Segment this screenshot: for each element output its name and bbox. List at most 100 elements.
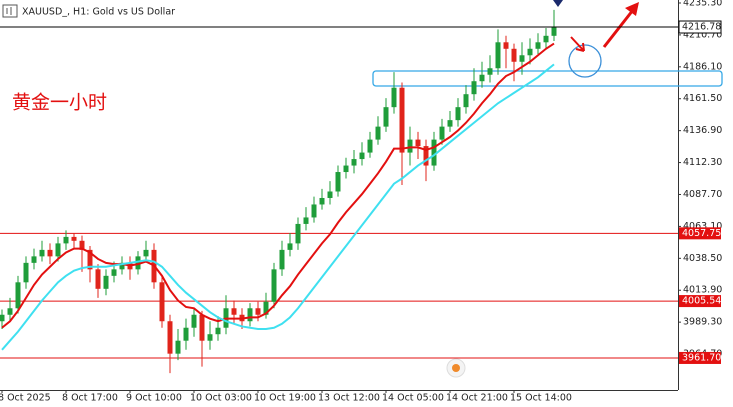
candle-body — [423, 146, 429, 166]
candle-body — [383, 107, 389, 127]
arrow — [570, 36, 585, 52]
y-tick-label: 4210.70 — [683, 29, 722, 40]
level-label-box — [679, 295, 721, 308]
level-label-box — [679, 351, 721, 364]
candle-body — [39, 249, 45, 257]
y-tick-label: 4063.10 — [683, 221, 722, 232]
candle-body — [143, 249, 149, 257]
app-badge-dot — [452, 364, 460, 372]
candle-body — [247, 308, 253, 322]
arrow-head — [625, 2, 639, 16]
y-tick-label: 4235.30 — [683, 0, 722, 8]
candle-body — [279, 249, 285, 270]
candle-body — [263, 301, 269, 315]
level-label-box — [679, 227, 721, 240]
candle-body — [71, 236, 77, 241]
candle-body — [415, 139, 421, 147]
x-tick-label: 15 Oct 14:00 — [510, 393, 572, 404]
candle-body — [327, 191, 333, 198]
candle-body — [359, 152, 365, 160]
candle-body — [207, 334, 213, 341]
x-tick-label: 9 Oct 10:00 — [126, 393, 182, 404]
y-tick-label: 4136.90 — [683, 125, 722, 136]
candle-body — [447, 120, 453, 127]
level-label: 4057.75 — [682, 228, 721, 239]
candle-body — [551, 27, 557, 36]
candle-body — [215, 327, 221, 335]
x-tick-label: 8 Oct 17:00 — [62, 393, 118, 404]
candle-body — [103, 275, 109, 289]
candle-body — [351, 159, 357, 166]
candle-body — [303, 217, 309, 224]
candle-body — [455, 107, 461, 121]
level-label: 4005.54 — [682, 296, 721, 307]
x-tick-label: 10 Oct 03:00 — [190, 393, 252, 404]
last-price-label: 4216.78 — [682, 22, 721, 33]
price-marker — [553, 0, 563, 7]
candle-body — [31, 256, 37, 263]
candle-body — [135, 256, 141, 270]
candle-body — [343, 165, 349, 173]
y-tick-label: 3989.30 — [683, 317, 722, 328]
candle-body — [535, 42, 541, 49]
moving-average — [1, 42, 555, 329]
symbol-icon — [2, 4, 18, 18]
y-tick-label: 4112.30 — [683, 157, 722, 168]
candle-body — [463, 94, 469, 108]
candle-body — [167, 321, 173, 354]
x-tick-label: 8 Oct 2025 — [0, 393, 51, 404]
candle-body — [191, 314, 197, 328]
candle-body — [231, 308, 237, 315]
candle-body — [119, 262, 125, 270]
x-tick-label: 13 Oct 12:00 — [318, 393, 380, 404]
candle-body — [111, 269, 117, 276]
candle-body — [311, 204, 317, 218]
candle-body — [471, 81, 477, 95]
candle-body — [519, 55, 525, 62]
candle-body — [79, 240, 85, 250]
candle-body — [0, 314, 5, 322]
candle-body — [375, 126, 381, 140]
candle-body — [431, 139, 437, 166]
circle-marker — [568, 44, 602, 78]
candle-body — [7, 308, 13, 315]
zone-box — [372, 70, 723, 87]
candle-body — [47, 249, 53, 257]
candle-body — [175, 340, 181, 354]
candle-body — [295, 223, 301, 244]
candle-body — [23, 262, 29, 283]
moving-average — [1, 63, 555, 351]
candle-body — [199, 314, 205, 341]
candle-body — [503, 42, 509, 49]
candle-body — [95, 269, 101, 289]
candle-body — [183, 327, 189, 341]
y-tick-label: 4087.70 — [683, 189, 722, 200]
candle-body — [367, 139, 373, 153]
y-tick-label: 4013.90 — [683, 285, 722, 296]
candle-body — [511, 48, 517, 62]
x-tick-label: 10 Oct 19:00 — [254, 393, 316, 404]
annotation: 黄金一小时 — [12, 92, 107, 114]
x-tick-label: 14 Oct 21:00 — [446, 393, 508, 404]
candle-body — [15, 282, 21, 309]
candle-body — [287, 243, 293, 250]
icon-frame — [2, 4, 18, 18]
y-tick-label: 4161.50 — [683, 93, 722, 104]
candle-body — [271, 269, 277, 302]
candle-body — [55, 243, 61, 257]
y-tick-label: 4038.50 — [683, 253, 722, 264]
candle-body — [543, 35, 549, 43]
candle-body — [407, 139, 413, 153]
candle-body — [439, 126, 445, 140]
candle-body — [495, 42, 501, 69]
arrow — [602, 9, 635, 48]
candle-body — [87, 249, 93, 270]
candle-body — [255, 308, 261, 315]
candle-body — [63, 236, 69, 244]
candle-body — [335, 172, 341, 192]
x-tick-label: 14 Oct 05:00 — [382, 393, 444, 404]
candle-body — [527, 48, 533, 56]
candle-body — [391, 87, 397, 108]
